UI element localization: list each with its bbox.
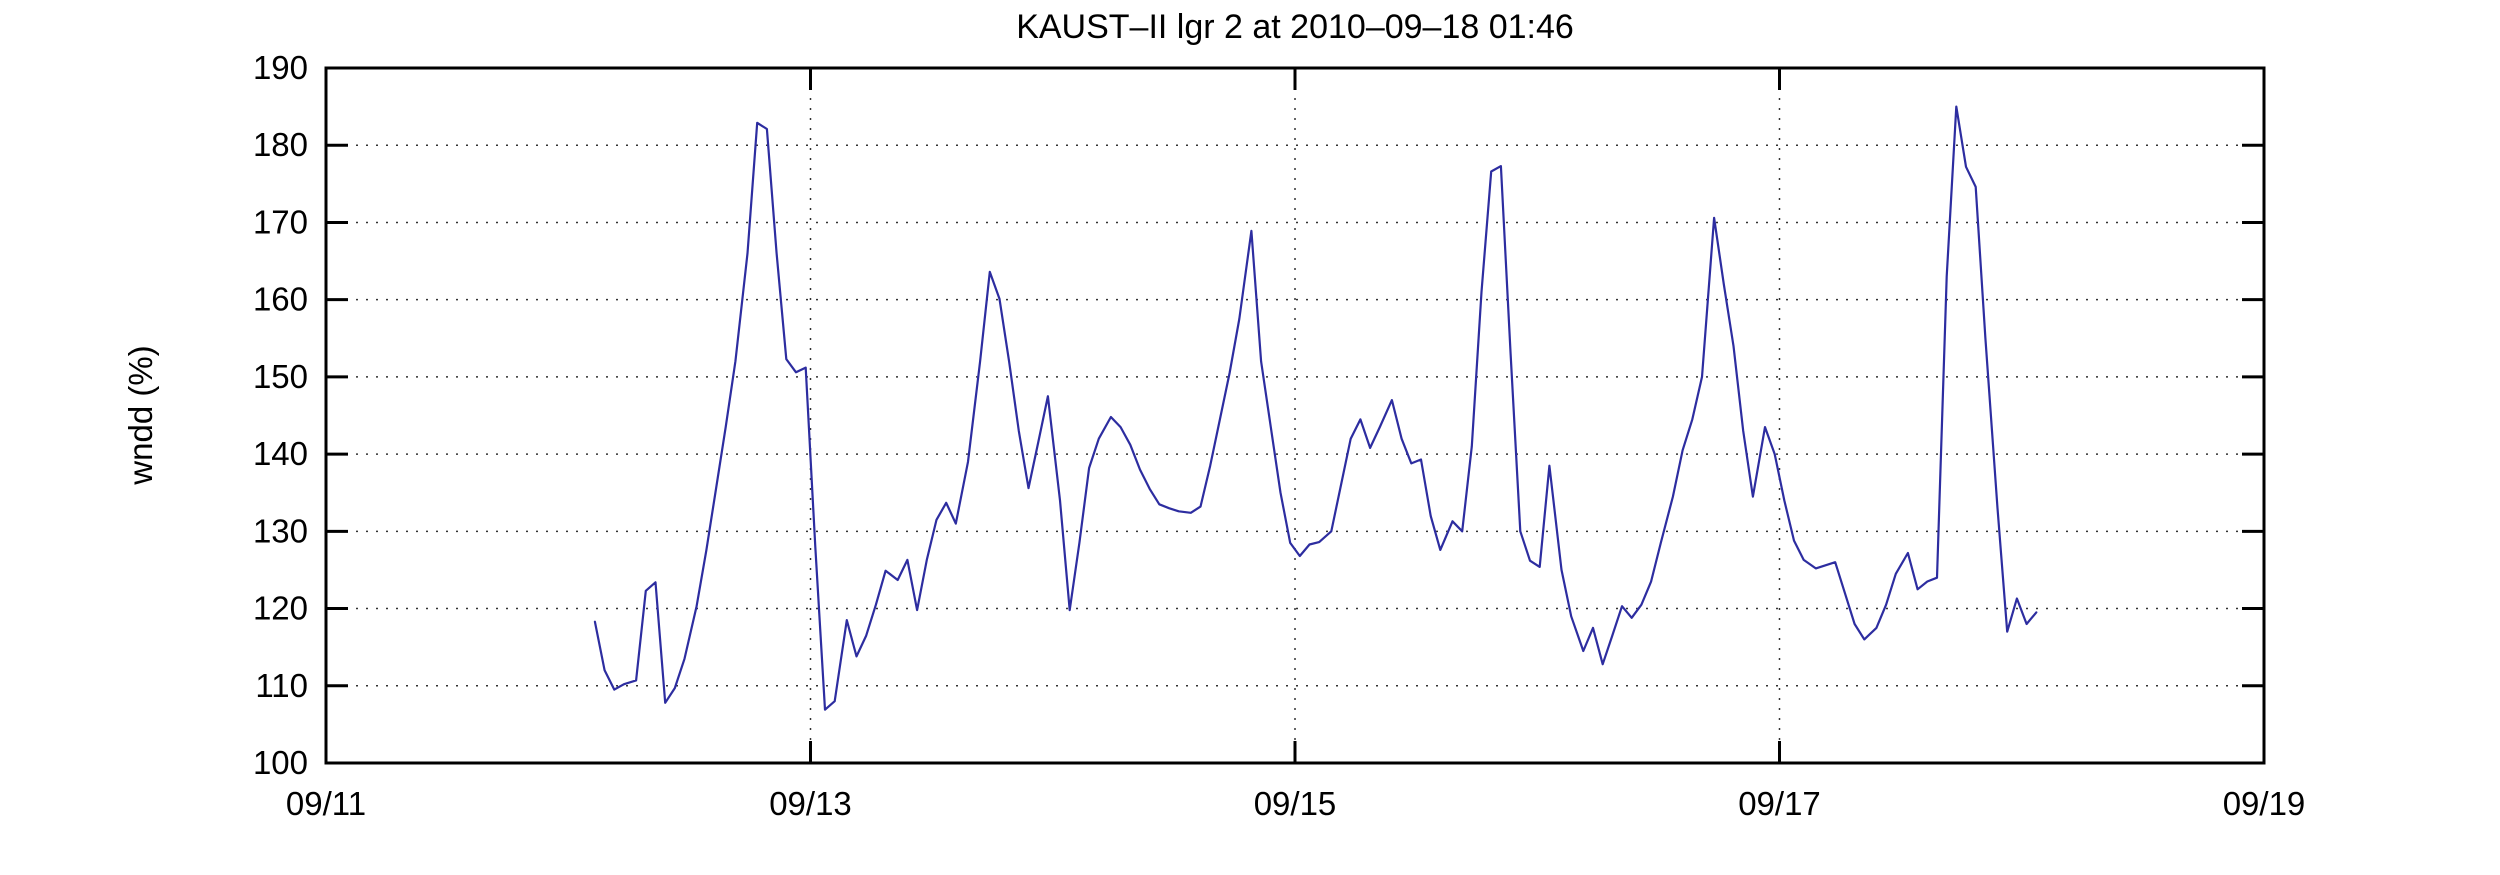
tick-marks xyxy=(326,66,2264,765)
data-series xyxy=(593,105,2038,711)
x-tick-label: 09/15 xyxy=(1254,785,1337,822)
x-tick-label: 09/11 xyxy=(286,785,366,822)
y-tick-label: 110 xyxy=(255,667,308,704)
axis-tick-labels: 100 110 120 130 140 150 160 170 180 190 09/11 09/13… xyxy=(253,49,2305,822)
y-tick-label: 150 xyxy=(253,358,308,395)
x-tick-label: 09/17 xyxy=(1738,785,1821,822)
y-tick-label: 190 xyxy=(253,49,308,86)
y-tick-label: 160 xyxy=(253,281,308,318)
plot-border xyxy=(324,66,2266,765)
x-tick-label: 09/13 xyxy=(769,785,852,822)
wndd-line xyxy=(593,105,2038,711)
chart-title: KAUST–II lgr 2 at 2010–09–18 01:46 xyxy=(1016,8,1574,46)
gridlines xyxy=(326,68,2264,763)
y-tick-label: 180 xyxy=(253,126,308,163)
y-tick-label: 170 xyxy=(253,203,308,240)
y-tick-label: 130 xyxy=(253,512,308,549)
y-tick-label: 120 xyxy=(253,590,308,627)
x-tick-label: 09/19 xyxy=(2223,785,2306,822)
y-tick-label: 140 xyxy=(253,435,308,472)
y-tick-label: 100 xyxy=(253,744,308,781)
y-axis-label: wndd (%) xyxy=(122,345,159,485)
